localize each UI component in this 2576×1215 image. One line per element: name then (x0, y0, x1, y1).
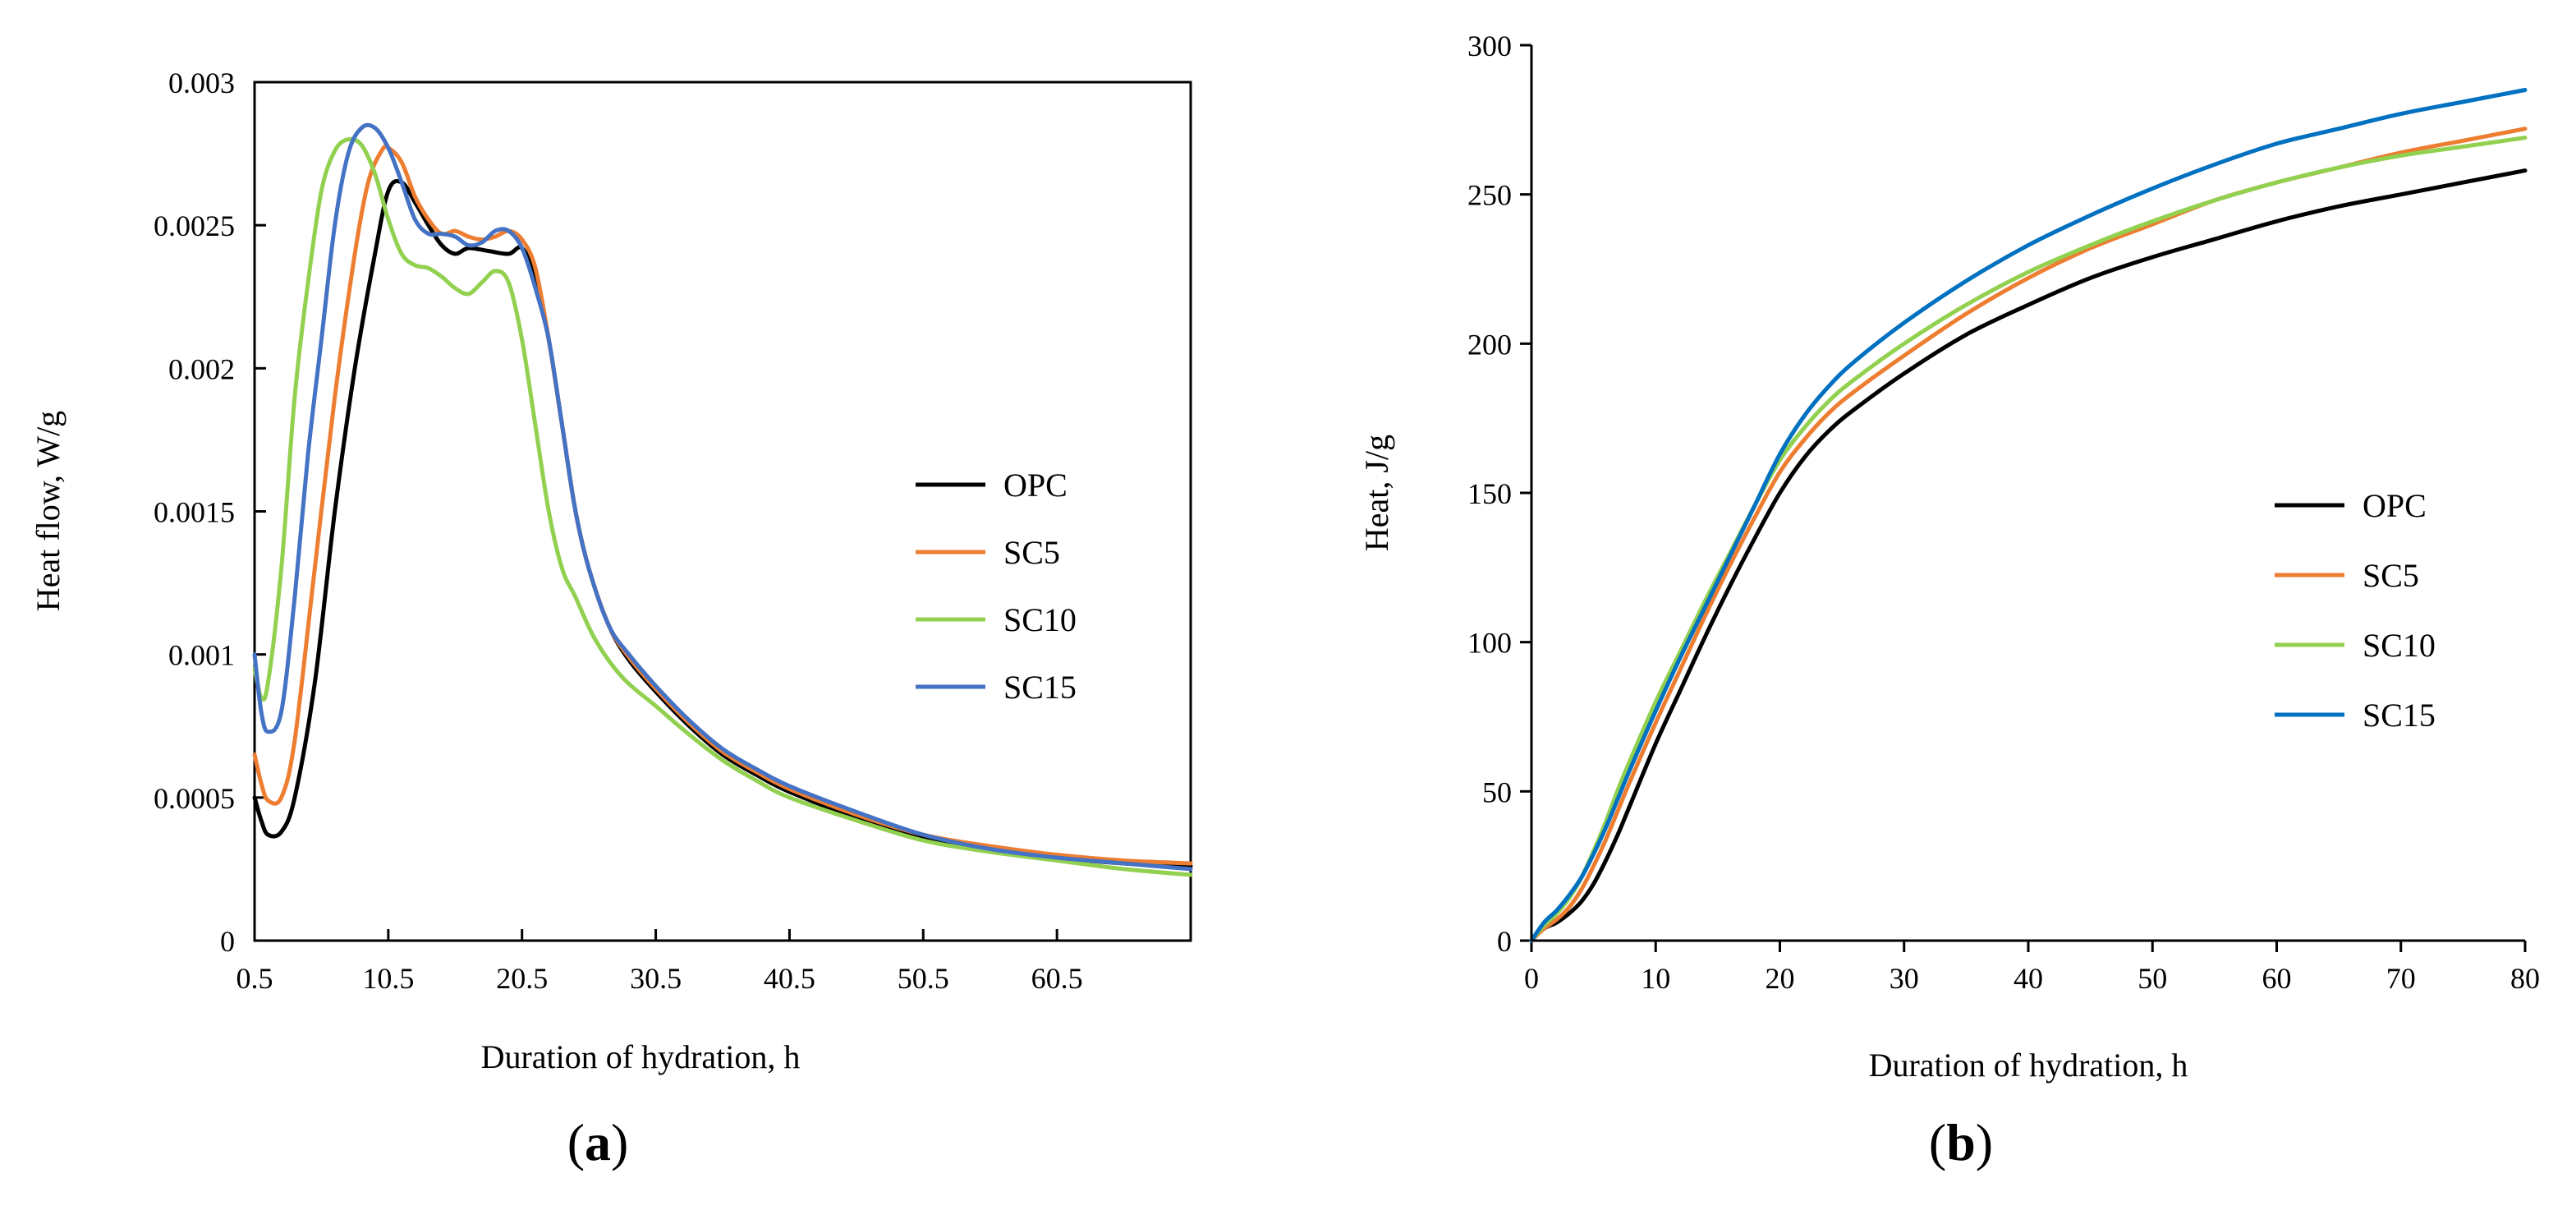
axis-ticks-a (253, 81, 1058, 942)
x-tick-labels-a: 0.5 10.5 20.5 30.5 40.5 50.5 60.5 (236, 962, 1083, 995)
y-tick-label: 250 (1467, 179, 1512, 212)
y-tick-label: 100 (1467, 627, 1512, 660)
caption-b-close: ) (1976, 1113, 1993, 1171)
y-tick-labels-a: 0 0.0005 0.001 0.0015 0.002 0.0025 0.003 (154, 67, 235, 958)
caption-a-close: ) (611, 1113, 628, 1171)
legend-label-sc15: SC15 (2362, 697, 2436, 734)
chart-panel-b: 0 10 20 30 40 50 60 70 80 0 50 100 150 200 250 300 Dur… (1358, 30, 2540, 1084)
y-tick-labels-b: 0 50 100 150 200 250 300 (1467, 30, 1512, 958)
panel-caption-a: (a) (567, 1113, 629, 1171)
legend-label-sc10: SC10 (1003, 601, 1077, 638)
series-lines-a (252, 122, 1193, 877)
y-tick-label: 0.001 (168, 639, 235, 672)
x-tick-label: 10.5 (362, 962, 414, 995)
panel-caption-b: (b) (1929, 1113, 1993, 1171)
plot-area-a (253, 81, 1192, 942)
caption-b-open: ( (1929, 1113, 1946, 1171)
legend-label-sc5: SC5 (2362, 557, 2419, 594)
y-tick-label: 0.0005 (154, 782, 235, 815)
x-tick-label: 20.5 (496, 962, 548, 995)
legend-label-sc5: SC5 (1003, 534, 1060, 571)
chart-panel-a: 0.5 10.5 20.5 30.5 40.5 50.5 60.5 0 0.0005 0.001… (30, 67, 1193, 1075)
x-tick-label: 80 (2510, 962, 2540, 995)
y-tick-label: 0.0015 (154, 496, 235, 529)
series-line-sc10 (252, 136, 1193, 877)
x-tick-label: 40 (2014, 962, 2043, 995)
x-tick-label: 60.5 (1031, 962, 1083, 995)
series-line-sc15 (1529, 88, 2528, 943)
x-tick-label: 30 (1890, 962, 1919, 995)
y-axis-label-a: Heat flow, W/g (30, 411, 67, 611)
x-tick-label: 0 (1524, 962, 1539, 995)
x-tick-label: 50.5 (898, 962, 949, 995)
x-tick-label: 40.5 (764, 962, 815, 995)
x-tick-label: 70 (2386, 962, 2416, 995)
x-tick-label: 20 (1766, 962, 1795, 995)
y-tick-label: 0.003 (168, 67, 235, 99)
x-tick-label: 10 (1641, 962, 1670, 995)
legend-b: OPC SC5 SC10 SC15 (2275, 487, 2436, 734)
series-line-sc15 (252, 122, 1193, 872)
legend-label-sc15: SC15 (1003, 669, 1077, 706)
legend-label-opc: OPC (1003, 467, 1068, 504)
caption-a-letter: a (585, 1113, 611, 1171)
axis-ticks-b (1520, 44, 2527, 952)
y-tick-label: 200 (1467, 328, 1512, 361)
series-line-opc (1529, 168, 2528, 943)
y-axis-label-b: Heat, J/g (1358, 435, 1395, 551)
legend-label-sc10: SC10 (2362, 627, 2436, 664)
series-lines-b (1529, 88, 2528, 943)
x-tick-label: 30.5 (630, 962, 682, 995)
x-tick-label: 50 (2137, 962, 2167, 995)
x-tick-label: 60 (2262, 962, 2292, 995)
x-tick-label: 0.5 (236, 962, 273, 995)
y-tick-label: 0 (220, 925, 235, 958)
x-axis-label-b: Duration of hydration, h (1869, 1047, 2188, 1084)
x-tick-labels-b: 0 10 20 30 40 50 60 70 80 (1524, 962, 2540, 995)
y-tick-label: 50 (1482, 775, 1512, 808)
y-tick-label: 0 (1497, 925, 1512, 958)
y-tick-label: 150 (1467, 477, 1512, 510)
y-tick-label: 0.002 (168, 352, 235, 385)
caption-b-letter: b (1946, 1113, 1976, 1171)
x-axis-label-a: Duration of hydration, h (481, 1038, 801, 1075)
plot-area-b (1531, 45, 2525, 941)
legend-label-opc: OPC (2362, 487, 2427, 524)
caption-a-open: ( (567, 1113, 585, 1171)
legend-a: OPC SC5 SC10 SC15 (916, 467, 1077, 706)
y-tick-label: 300 (1467, 30, 1512, 62)
y-tick-label: 0.0025 (154, 209, 235, 242)
